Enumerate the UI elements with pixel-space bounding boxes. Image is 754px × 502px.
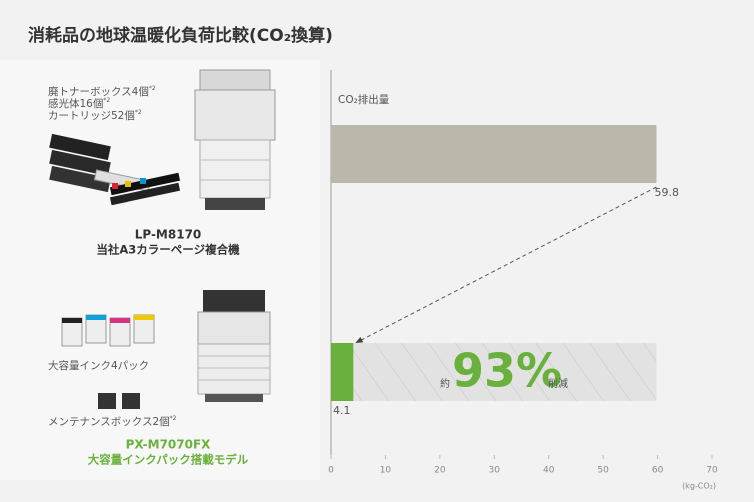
bar [331,125,657,183]
printer-2-image [197,290,271,402]
model-name: PX-M7070FX [126,438,212,452]
footnote-mark: *2 [135,109,142,116]
x-tick-label: 20 [434,466,446,476]
item-label: 廃トナーボックス4個*2 [48,85,156,99]
ink-packs-image [61,314,155,347]
model-description: 大容量インクパック搭載モデル [88,453,249,467]
bar [331,343,354,401]
item-text: 感光体16個 [48,97,103,110]
item-text: メンテナンスボックス2個 [48,415,170,428]
reduction-area [331,343,657,401]
axis-label: CO₂排出量 [338,93,390,106]
item-text: カートリッジ52個 [48,109,135,122]
footnote-mark: *2 [170,415,177,422]
item-label: 大容量インク4パック [48,359,149,372]
footnote-mark: *2 [103,97,110,104]
annotation-prefix: 約 [440,377,450,390]
x-tick-label: 30 [489,466,501,476]
value-label: 4.1 [333,404,351,417]
chart: 0 10 20 30 40 50 60 70 (kg-CO₂) CO₂排出量 59.8 4.1 約 93%… [328,70,718,491]
left-texts: 廃トナーボックス4個*2感光体16個*2カートリッジ52個*2LP-M8170当… [48,85,249,467]
x-tick-label: 40 [543,466,555,476]
footnote-mark: *2 [149,85,156,92]
model-name: LP-M8170 [135,228,202,242]
consumables-1-image [49,133,181,206]
x-tick-label: 0 [328,466,334,476]
x-tick-label: 60 [652,466,664,476]
x-tick-label: 50 [597,466,609,476]
x-tick-label: 70 [706,466,718,476]
item-text: 大容量インク4パック [48,359,149,372]
annotation-value: 93% [452,344,562,398]
model-description: 当社A3カラーページ複合機 [96,243,240,257]
maintenance-box-image [98,393,140,409]
annotation-suffix: 削減 [548,377,568,390]
title: 消耗品の地球温暖化負荷比較(CO₂換算) [28,25,333,46]
item-label: カートリッジ52個*2 [48,109,142,123]
arrow-head [355,336,364,343]
item-label: 感光体16個*2 [48,97,110,111]
item-text: 廃トナーボックス4個 [48,85,149,98]
x-unit: (kg-CO₂) [682,482,716,491]
item-label: メンテナンスボックス2個*2 [48,415,177,429]
printer-1-image [194,69,276,210]
value-label: 59.8 [654,186,679,199]
x-tick-label: 10 [380,466,392,476]
